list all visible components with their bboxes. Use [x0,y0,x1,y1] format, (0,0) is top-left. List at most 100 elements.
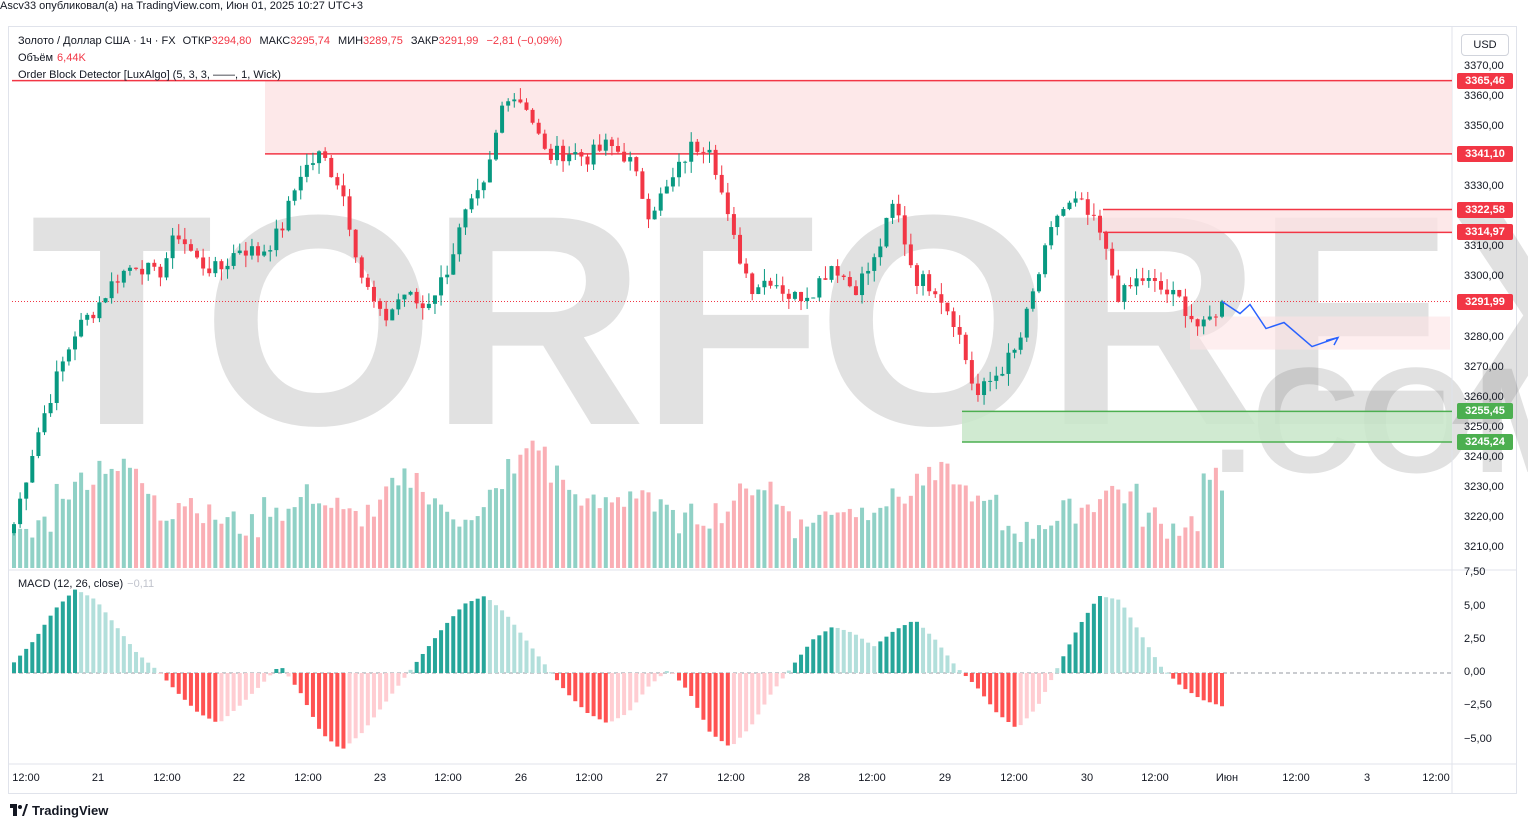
candle-body [274,228,279,251]
volume-bar [402,468,407,568]
macd-histogram-bar [866,642,871,673]
volume-bar [420,491,425,568]
volume-bar [1000,530,1005,568]
candle-body [664,186,669,194]
candle-body [884,217,889,247]
candle-body [1091,214,1096,216]
candle-body [841,275,846,278]
macd-legend[interactable]: MACD (12, 26, close) −0,11 [18,578,154,590]
volume-bar [603,497,608,568]
volume-bar [670,509,675,568]
macd-value: −0,11 [127,578,155,590]
macd-histogram-bar [884,636,889,673]
macd-histogram-bar [1195,673,1200,698]
candle-body [262,251,267,256]
candle-body [994,375,999,381]
macd-histogram-bar [1213,673,1218,705]
macd-histogram-bar [493,605,498,673]
candle-body [451,254,456,275]
candle-body [500,105,505,133]
candle-body [701,151,706,153]
macd-histogram-bar [256,673,261,688]
macd-histogram-bar [231,673,236,711]
candle-body [1158,281,1163,290]
macd-histogram-bar [731,673,736,745]
macd-histogram-bar [768,673,773,695]
candle-body [744,263,749,274]
order-block-bullish [962,411,1452,443]
volume-bar [780,505,785,568]
volume-bar [1207,479,1212,568]
volume-bar [1030,538,1035,568]
macd-histogram-bar [304,673,309,706]
volume-bar [109,468,114,568]
candle-body [79,319,84,337]
candle-body [115,281,120,283]
candle-body [640,171,645,199]
candle-body [768,280,773,286]
low-value: 3289,75 [363,35,403,47]
macd-histogram-bar [85,595,90,673]
volume-bar [945,463,950,568]
macd-histogram-bar [310,673,315,717]
volume-bar [933,480,938,568]
macd-histogram-bar [207,673,212,719]
macd-histogram-bar [408,669,413,673]
price-axis-label: 3330,00 [1464,180,1504,193]
macd-histogram-bar [1079,621,1084,673]
macd-histogram-bar [896,628,901,673]
price-tag: 3322,58 [1457,201,1513,218]
volume-bar [1104,490,1109,568]
macd-histogram-bar [18,655,23,673]
candle-body [439,277,444,296]
macd-histogram-bar [347,673,352,744]
currency-button[interactable]: USD [1461,34,1509,56]
macd-histogram-bar [701,673,706,720]
volume-bar [646,492,651,568]
tradingview-logo[interactable]: TradingView [10,803,108,818]
candle-body [54,371,59,404]
macd-histogram-bar [774,673,779,687]
macd-histogram-bar [396,673,401,686]
macd-histogram-bar [1043,673,1048,692]
volume-bar [622,506,627,568]
volume-bar [97,460,102,568]
tradingview-brand: TradingView [32,803,109,818]
macd-histogram-bar [591,673,596,717]
volume-bar [835,512,840,568]
time-axis-label: 3 [1363,772,1371,784]
published-by-line: Ascv33 опубликовал(а) на TradingView.com… [0,0,364,12]
volume-bar [1140,526,1145,568]
macd-histogram-bar [384,673,389,702]
macd-histogram-bar [799,654,804,673]
macd-histogram-bar [30,642,35,673]
macd-histogram-bar [1030,673,1035,712]
candle-body [1140,278,1145,281]
volume-bar [1036,525,1041,568]
candle-body [469,198,474,210]
macd-histogram-bar [664,671,669,673]
volume-bar [792,538,797,568]
candle-body [866,270,871,274]
indicator-legend[interactable]: Order Block Detector [LuxAlgo] (5, 3, 3,… [18,69,281,81]
candle-body [707,149,712,153]
candle-body [921,274,926,286]
macd-histogram-bar [158,673,163,674]
macd-histogram-bar [274,668,279,673]
time-axis-label: 12:00 [1422,772,1450,784]
macd-histogram-bar [457,609,462,673]
volume-bar [268,516,273,568]
candle-body [762,280,767,288]
volume-bar [1012,533,1017,568]
volume-bar [506,459,511,568]
volume-bar [1201,473,1206,568]
candle-body [524,102,529,110]
price-axis-label: 3280,00 [1464,330,1504,343]
macd-histogram-bar [66,595,71,673]
macd-histogram-bar [439,630,444,673]
macd-histogram-bar [48,615,53,673]
volume-bar [463,519,468,568]
candle-body [323,151,328,158]
candle-body [847,277,852,287]
